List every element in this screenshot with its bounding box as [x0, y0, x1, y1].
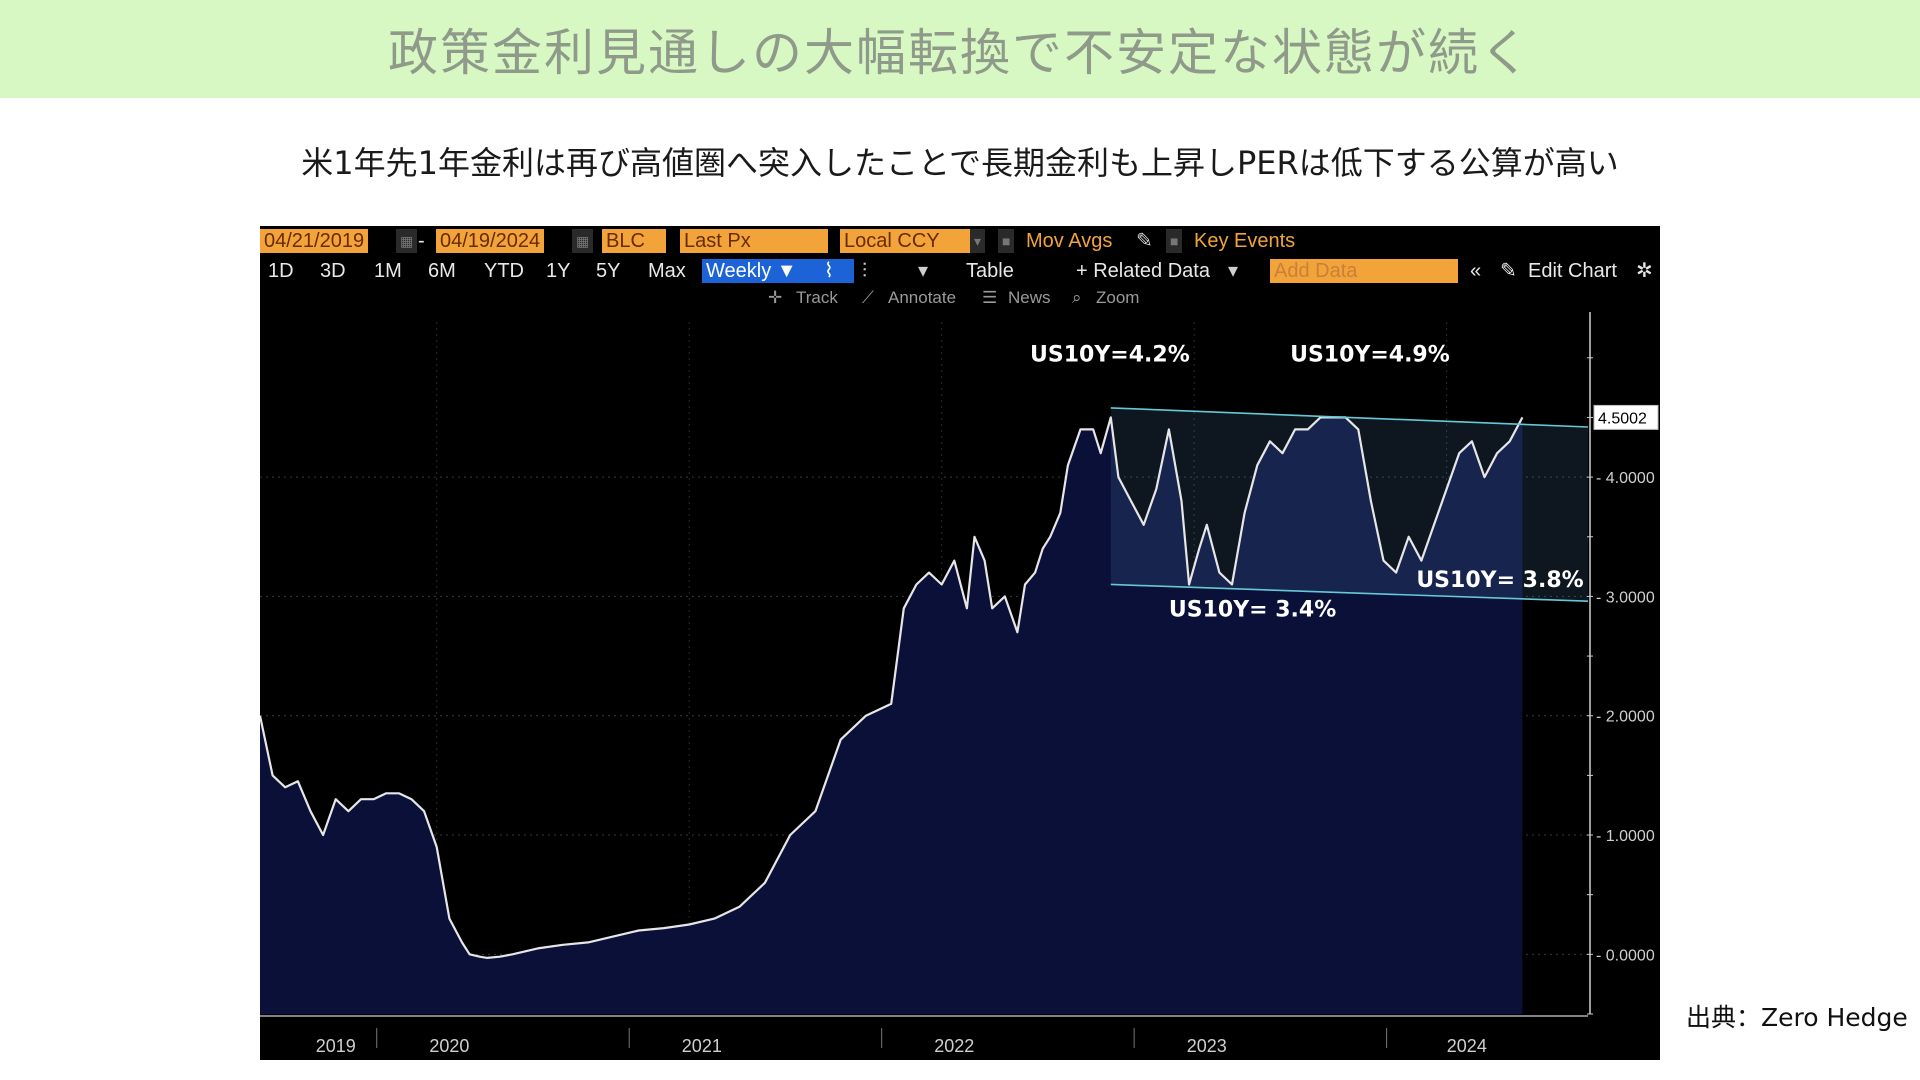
- start-date-field[interactable]: 04/21/2019: [260, 229, 369, 253]
- zoom-icon[interactable]: ⌕: [1072, 288, 1082, 307]
- mov-avgs-checkbox[interactable]: ■: [998, 229, 1015, 253]
- annotation-label: US10Y=4.2%: [1030, 342, 1190, 367]
- channel-lower-line: [1110, 583, 1589, 602]
- y-tick-label: - 3.0000: [1596, 589, 1655, 606]
- x-tick-label: 2023: [1187, 1036, 1227, 1056]
- ticker-field[interactable]: BLC: [602, 229, 666, 253]
- currency-select[interactable]: Local CCY: [840, 229, 970, 253]
- period-1m[interactable]: 1M: [374, 260, 402, 282]
- zoom-tool[interactable]: Zoom: [1096, 288, 1140, 307]
- add-data-input[interactable]: Add Data: [1270, 259, 1458, 283]
- period-1d[interactable]: 1D: [268, 260, 294, 282]
- related-data-button[interactable]: + Related Data: [1076, 260, 1210, 282]
- key-events-checkbox[interactable]: ■: [1166, 229, 1183, 253]
- pencil-icon[interactable]: ✎: [1136, 230, 1153, 252]
- table-button[interactable]: Table: [966, 260, 1014, 282]
- x-tick-label: 2024: [1447, 1036, 1487, 1056]
- period-5y[interactable]: 5Y: [596, 260, 621, 282]
- frequency-select[interactable]: Weekly ▼: [702, 259, 820, 283]
- title-bar: 政策金利見通しの大幅転換で不安定な状態が続く: [0, 0, 1920, 98]
- line-chart-icon[interactable]: ⌇: [820, 259, 854, 283]
- page-subtitle: 米1年先1年金利は再び高値圏へ突入したことで長期金利も上昇しPERは低下する公算…: [301, 144, 1619, 182]
- series-area: [260, 417, 1523, 1014]
- date-separator: -: [418, 230, 425, 252]
- y-tick-label: - 0.0000: [1596, 947, 1655, 964]
- x-tick-label: 2021: [682, 1036, 722, 1056]
- pencil-icon[interactable]: ✎: [1500, 260, 1517, 282]
- chevron-down-icon[interactable]: ▾: [918, 260, 929, 282]
- y-tick-label: - 4.0000: [1596, 470, 1655, 487]
- period-ytd[interactable]: YTD: [484, 260, 524, 282]
- page-title: 政策金利見通しの大幅転換で不安定な状態が続く: [388, 24, 1532, 82]
- field-select[interactable]: Last Px: [680, 229, 828, 253]
- end-date-field[interactable]: 04/19/2024: [436, 229, 545, 253]
- annotation-label: US10Y= 3.4%: [1169, 598, 1336, 623]
- toolbar-top: 04/21/2019 ▦ - 04/19/2024 ▦ BLC Last Px …: [260, 226, 1660, 256]
- period-3d[interactable]: 3D: [320, 260, 346, 282]
- gear-icon[interactable]: ✲: [1636, 260, 1653, 282]
- crosshair-icon[interactable]: ✛: [768, 288, 783, 307]
- calendar-icon[interactable]: ▦: [572, 229, 594, 253]
- toolbar-tools: ✛ Track ⟋ Annotate ☰ News ⌕ Zoom: [260, 286, 1660, 312]
- period-1y[interactable]: 1Y: [546, 260, 571, 282]
- toolbar-periods: 1D 3D 1M 6M YTD 1Y 5Y Max Weekly ▼ ⌇ ⫶ ▾…: [260, 256, 1660, 286]
- annotation-label: US10Y= 3.8%: [1416, 568, 1583, 593]
- x-tick-label: 2022: [934, 1036, 974, 1056]
- dropdown-arrow-icon[interactable]: ▾: [970, 229, 986, 253]
- channel-upper-line: [1110, 407, 1589, 428]
- calendar-icon[interactable]: ▦: [396, 229, 418, 253]
- bloomberg-chart-panel: 04/21/2019 ▦ - 04/19/2024 ▦ BLC Last Px …: [260, 226, 1660, 1060]
- y-tick-label: - 1.0000: [1596, 828, 1655, 845]
- candlestick-icon[interactable]: ⫶: [862, 260, 867, 282]
- annotation-label: US10Y=4.9%: [1290, 342, 1450, 367]
- edit-chart-button[interactable]: Edit Chart: [1528, 260, 1617, 282]
- source-credit: 出典：Zero Hedge: [1686, 1003, 1908, 1032]
- news-tool[interactable]: News: [1008, 288, 1051, 307]
- chevron-down-icon[interactable]: ▾: [1228, 260, 1239, 282]
- collapse-icon[interactable]: «: [1470, 260, 1482, 282]
- last-value-box: [1593, 404, 1659, 430]
- chart-plot: - 0.0000 - 1.0000 - 2.0000 - 3.0000 - 4.0000…: [260, 312, 1659, 1056]
- channel-region: [1110, 407, 1588, 602]
- key-events-label[interactable]: Key Events: [1194, 230, 1296, 252]
- period-max[interactable]: Max: [648, 260, 686, 282]
- annotate-icon[interactable]: ⟋: [862, 288, 874, 307]
- annotate-tool[interactable]: Annotate: [888, 288, 957, 307]
- x-tick-label: 2019: [316, 1036, 356, 1056]
- x-tick-label: 2020: [429, 1036, 469, 1056]
- last-value-label: 4.5002: [1598, 410, 1647, 427]
- period-6m[interactable]: 6M: [428, 260, 456, 282]
- mov-avgs-label[interactable]: Mov Avgs: [1026, 230, 1113, 252]
- news-icon[interactable]: ☰: [982, 288, 998, 307]
- track-tool[interactable]: Track: [796, 288, 838, 307]
- y-tick-label: - 2.0000: [1596, 709, 1655, 726]
